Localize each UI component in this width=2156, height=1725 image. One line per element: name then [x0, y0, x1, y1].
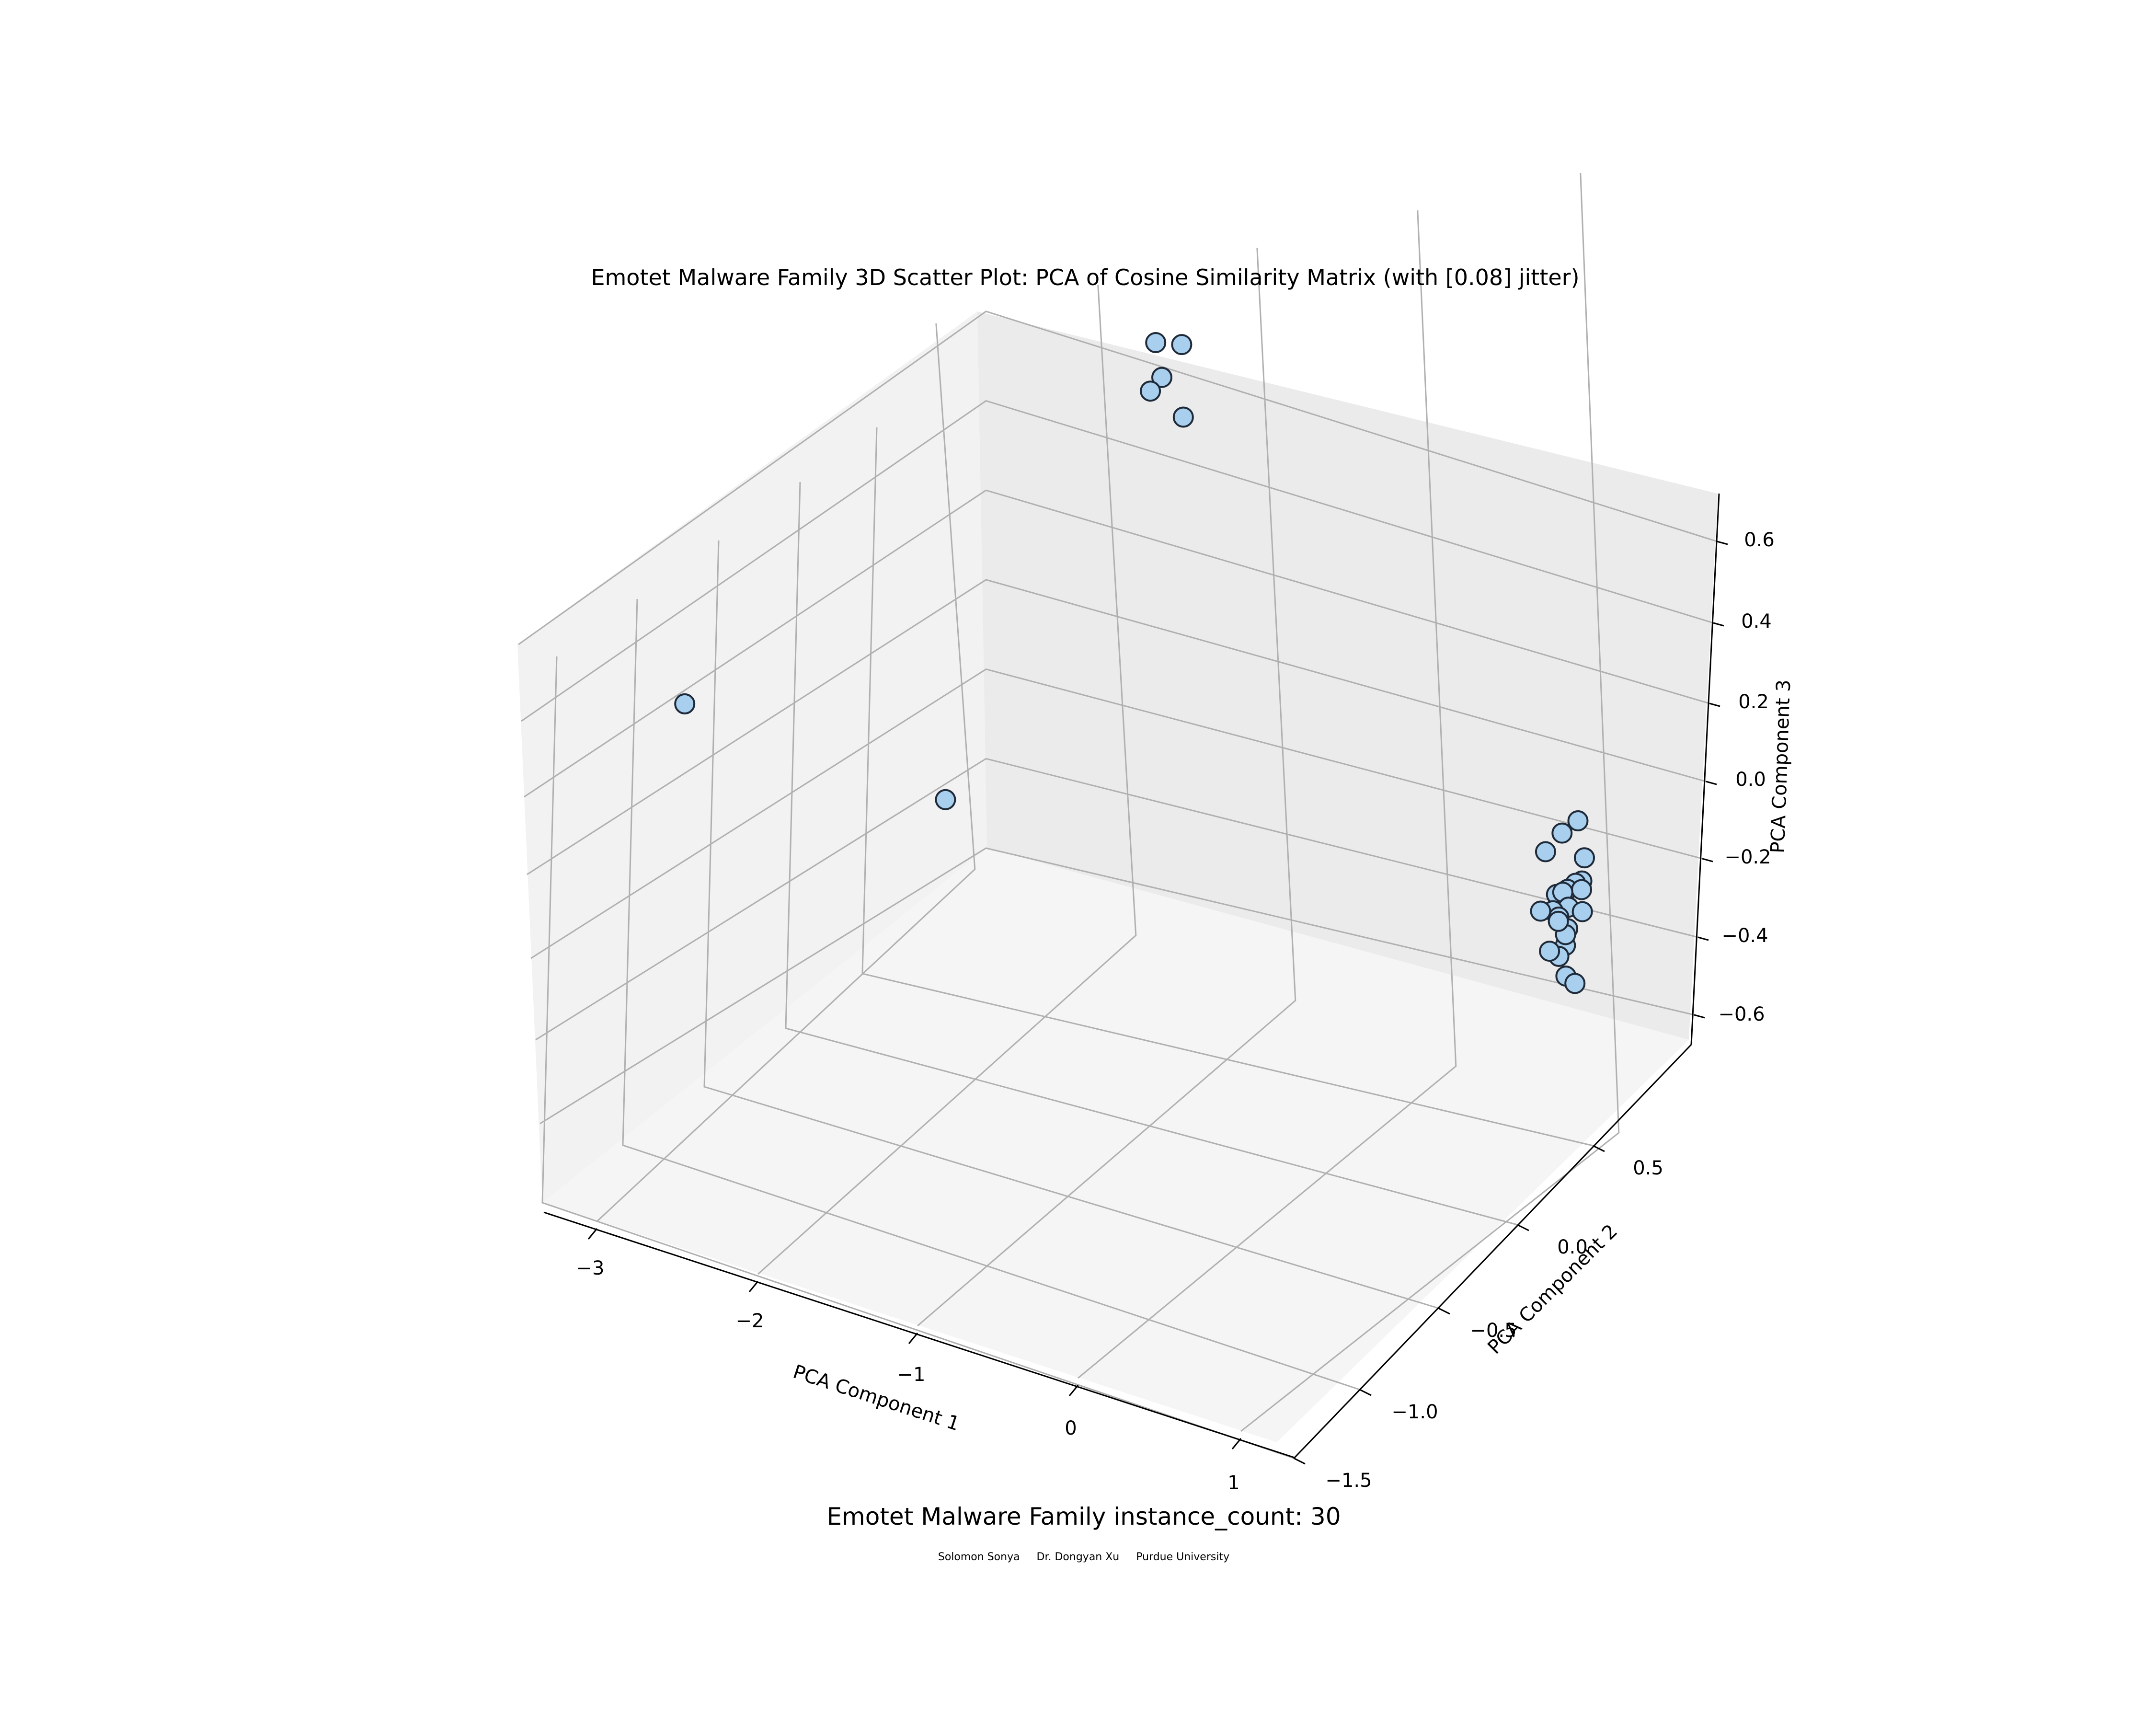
axes	[543, 493, 1720, 1459]
z-tick-label: 0.0	[1735, 769, 1766, 791]
z-tick	[1697, 936, 1709, 941]
data-points	[674, 332, 1595, 994]
x-tick	[908, 1333, 918, 1344]
x-gridline	[757, 285, 1137, 1275]
data-point	[1564, 973, 1586, 994]
data-point	[1171, 334, 1193, 356]
z-tick	[1713, 622, 1724, 627]
back-pane	[977, 311, 1718, 1040]
x-axis-label: PCA Component 1	[791, 1361, 963, 1436]
y-axis-label: PCA Component 2	[1483, 1220, 1622, 1358]
z-gridline	[527, 579, 1707, 875]
x-axis-line	[543, 1211, 1295, 1459]
z-axis-line	[1690, 493, 1720, 1045]
z-gridline	[524, 489, 1710, 798]
data-point	[1151, 367, 1172, 388]
y-gridline	[703, 540, 1439, 1309]
z-gridline	[539, 847, 1695, 1125]
x-tick	[748, 1281, 759, 1292]
data-point	[674, 693, 696, 714]
caption: Emotet Malware Family instance_count: 30	[826, 1503, 1341, 1530]
x-tick-label: −1	[897, 1364, 926, 1386]
data-point	[935, 789, 956, 810]
z-tick-label: 0.4	[1741, 610, 1772, 632]
data-point	[1140, 380, 1161, 402]
data-point	[1548, 910, 1569, 932]
z-tick	[1706, 781, 1717, 785]
x-gridline	[1078, 210, 1457, 1379]
y-tick-label: −1.0	[1391, 1401, 1438, 1423]
y-tick	[1517, 1224, 1529, 1231]
x-gridline	[917, 247, 1296, 1327]
y-gridline	[861, 427, 1594, 1147]
z-gridline	[518, 310, 1718, 645]
axis-panes	[517, 311, 1718, 1442]
x-tick	[587, 1228, 598, 1240]
data-point	[1535, 841, 1556, 862]
data-point	[1574, 847, 1595, 869]
z-tick-label: −0.4	[1721, 925, 1768, 947]
credits: Solomon Sonya Dr. Dongyan Xu Purdue Univ…	[938, 1551, 1229, 1563]
chart-title: Emotet Malware Family 3D Scatter Plot: P…	[591, 264, 1579, 290]
x-gridline	[596, 323, 976, 1222]
y-gridline	[541, 656, 1294, 1459]
x-tick	[1231, 1438, 1242, 1449]
x-tick-label: 1	[1227, 1472, 1239, 1494]
y-tick	[1593, 1145, 1605, 1152]
data-point	[1567, 810, 1589, 831]
z-tick	[1694, 1014, 1705, 1019]
y-tick	[1293, 1457, 1306, 1465]
z-axis-label: PCA Component 3	[1767, 679, 1795, 854]
y-tick-label: 0.0	[1557, 1236, 1588, 1258]
y-axis-line	[1294, 1044, 1692, 1459]
left-pane	[517, 311, 987, 1203]
z-tick	[1702, 858, 1713, 862]
z-gridline	[521, 400, 1714, 722]
x-tick	[1068, 1385, 1079, 1396]
z-tick-label: −0.2	[1724, 846, 1771, 868]
y-tick-label: −0.5	[1470, 1320, 1516, 1342]
data-point	[1145, 332, 1167, 353]
x-tick-label: 0	[1065, 1417, 1077, 1439]
y-tick	[1438, 1307, 1450, 1315]
data-point	[1571, 901, 1593, 922]
data-point	[1571, 879, 1592, 900]
z-gridline	[535, 758, 1698, 1041]
y-tick-label: 0.5	[1633, 1157, 1663, 1179]
floor-pane	[542, 848, 1689, 1442]
y-gridline	[622, 598, 1360, 1391]
y-tick-label: −1.5	[1325, 1470, 1372, 1492]
data-point	[1539, 941, 1560, 962]
z-tick-label: −0.6	[1718, 1003, 1765, 1025]
gridlines	[518, 172, 1718, 1459]
y-tick	[1359, 1389, 1372, 1396]
y-gridline	[785, 482, 1518, 1226]
x-gridline	[1240, 172, 1620, 1432]
data-point	[1530, 900, 1551, 922]
tick-marks: −3 −2 −1 0 1 −1.5 −1.0 −0.5 0.0 0.5 −0.6 −0.4 −0.2 0.…	[576, 529, 1775, 1494]
z-tick-label: 0.2	[1738, 691, 1769, 713]
z-tick	[1717, 540, 1728, 545]
z-tick-label: 0.6	[1744, 529, 1775, 551]
x-tick-label: −3	[576, 1257, 605, 1279]
z-tick	[1709, 702, 1720, 707]
z-gridline	[530, 668, 1703, 959]
x-tick-label: −2	[736, 1310, 764, 1332]
data-point	[1551, 822, 1573, 844]
data-point	[1172, 406, 1194, 428]
